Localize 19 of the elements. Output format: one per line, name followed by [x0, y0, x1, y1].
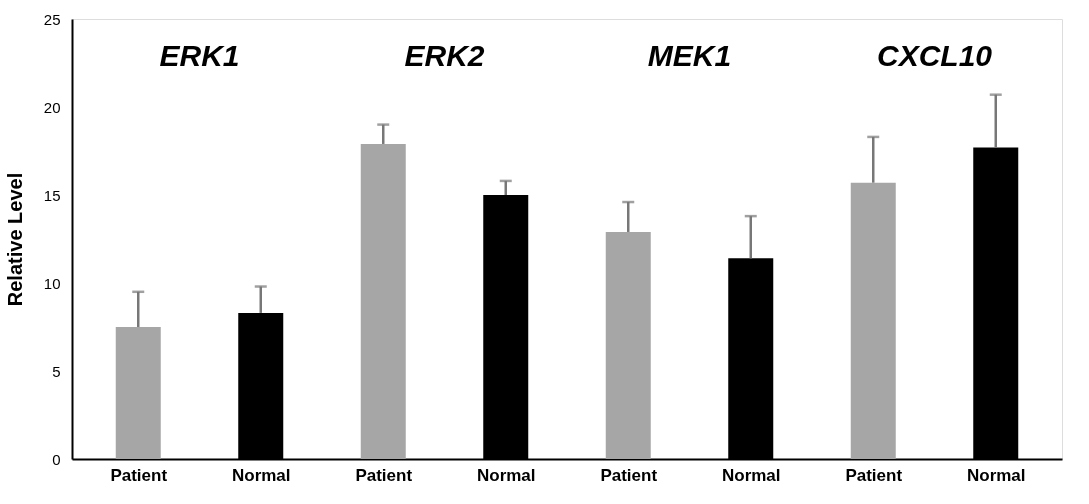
y-tick-label: 0 [52, 450, 61, 468]
y-tick-label: 20 [43, 98, 61, 116]
x-tick-label: Normal [231, 465, 291, 485]
y-tick-label: 5 [52, 362, 61, 380]
x-tick-label: Normal [476, 465, 536, 485]
x-tick-label: Patient [600, 465, 658, 485]
x-tick-label: Normal [966, 465, 1026, 485]
x-tick-label: Patient [110, 465, 168, 485]
x-tick-label: Patient [355, 465, 413, 485]
annotation: CXCL10 [876, 39, 993, 72]
y-axis-title: Relative Level [3, 172, 26, 307]
x-tick-label: Patient [845, 465, 903, 485]
y-tick-label: 15 [43, 186, 61, 204]
annotation: MEK1 [647, 39, 732, 72]
annotation: ERK1 [159, 39, 240, 72]
x-tick-label: Normal [721, 465, 781, 485]
y-tick-label: 10 [43, 274, 61, 292]
y-tick-label: 25 [43, 10, 61, 28]
annotation: ERK2 [404, 39, 485, 72]
